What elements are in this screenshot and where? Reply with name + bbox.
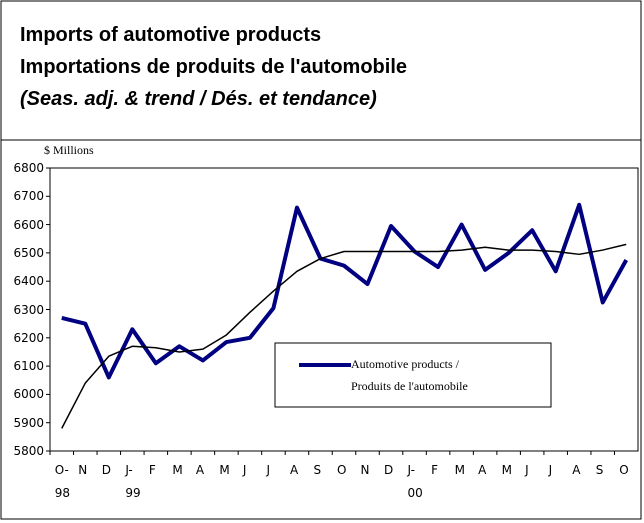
y-tick-label: 6600 (13, 217, 44, 232)
x-tick-label: M (172, 463, 183, 477)
x-tick-label: F (148, 463, 156, 477)
x-tick-label: M (501, 463, 512, 477)
x-tick-label: J- 00 (407, 463, 423, 500)
y-tick-label: 5900 (13, 415, 44, 430)
x-tick-label: F (431, 463, 438, 477)
x-tick-label: A (195, 463, 205, 477)
y-tick-label: 5800 (13, 444, 44, 458)
x-tick-label: M (454, 463, 465, 477)
x-tick-label: D (384, 463, 394, 477)
series-line (61, 243, 627, 429)
x-tick-label: A (478, 463, 487, 477)
x-tick-label: A (572, 463, 581, 477)
x-tick-label: S (313, 463, 322, 477)
x-tick-label: M (219, 463, 230, 477)
x-tick-label: A (289, 463, 299, 477)
chart-title: Imports of automotive products (20, 24, 322, 46)
y-tick-label: 6100 (13, 359, 44, 374)
series-line (61, 202, 628, 380)
y-tick-label: 6200 (13, 330, 44, 345)
x-tick-label: O (337, 463, 347, 477)
y-tick-label: 6000 (13, 387, 44, 402)
chart-subtitle: Importations de produits de l'automobile (20, 56, 407, 78)
x-tick-label: N (360, 463, 370, 477)
legend-label: Automotive products / Produits de l'auto… (351, 357, 468, 393)
chart-subtitle: (Seas. adj. & trend / Dés. et tendance) (20, 88, 377, 110)
legend-box (274, 342, 552, 408)
y-tick-label: 6300 (13, 302, 44, 317)
x-tick-label: O (619, 463, 629, 477)
x-tick-label: S (595, 463, 604, 477)
y-axis-label: $ Millions (44, 143, 94, 157)
x-tick-label: J (242, 463, 247, 477)
x-tick-label: D (101, 463, 112, 477)
y-tick-label: 6400 (13, 274, 44, 289)
x-tick-label: J- 99 (125, 463, 141, 500)
x-tick-label: N (78, 463, 88, 477)
x-tick-label: J (266, 463, 270, 477)
x-tick-label: O- 98 (54, 463, 71, 500)
plot-area (49, 167, 639, 452)
y-tick-label: 6500 (13, 245, 44, 260)
x-tick-label: J (548, 463, 553, 477)
y-tick-label: 6800 (13, 161, 44, 175)
x-tick-label: J (525, 463, 529, 477)
y-tick-label: 6700 (13, 189, 44, 204)
